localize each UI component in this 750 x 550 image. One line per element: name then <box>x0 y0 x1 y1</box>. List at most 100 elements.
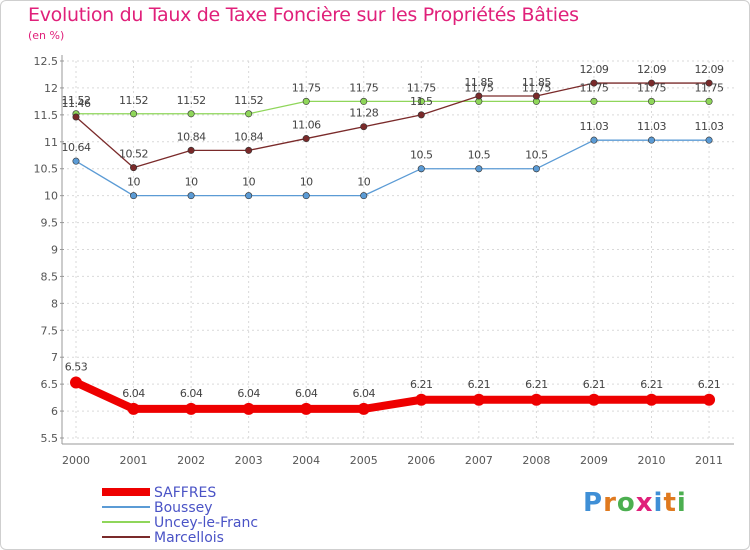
legend-label: SAFFRES <box>154 485 216 501</box>
y-tick-label: 6 <box>51 405 58 418</box>
x-tick-label: 2011 <box>695 454 723 467</box>
data-point <box>130 192 138 200</box>
data-label: 6.21 <box>525 378 548 391</box>
data-label: 11.75 <box>522 81 551 94</box>
data-label: 10 <box>185 176 198 189</box>
data-point <box>415 393 428 406</box>
data-point <box>187 146 195 154</box>
data-label: 6.21 <box>583 378 606 391</box>
y-tick-label: 12.5 <box>34 55 59 68</box>
data-label: 11.75 <box>292 81 321 94</box>
logo-letter: o <box>616 488 636 518</box>
x-tick-label: 2010 <box>638 454 666 467</box>
legend-label: Boussey <box>154 500 213 516</box>
data-point <box>302 192 310 200</box>
y-tick-label: 12 <box>44 82 58 95</box>
data-label: 11.52 <box>62 94 91 107</box>
data-point <box>705 79 713 87</box>
data-point <box>475 165 483 173</box>
data-label: 12.09 <box>695 63 724 76</box>
data-point <box>302 135 310 143</box>
data-label: 11.75 <box>637 81 666 94</box>
data-label: 6.04 <box>122 387 145 400</box>
data-label: 10.5 <box>410 149 433 162</box>
data-point <box>360 192 368 200</box>
data-label: 6.04 <box>180 387 203 400</box>
data-point <box>242 402 255 415</box>
data-point <box>360 123 368 131</box>
series-line-saffres <box>74 378 710 413</box>
logo-letter: P <box>583 488 604 518</box>
logo-letter: r <box>603 488 617 518</box>
data-label: 11.75 <box>349 81 378 94</box>
x-tick-label: 2009 <box>580 454 608 467</box>
data-label: 6.21 <box>410 378 433 391</box>
logo-letter: x <box>635 488 654 518</box>
data-label: 10 <box>357 176 370 189</box>
data-point <box>360 97 368 105</box>
data-label: 11.75 <box>407 81 436 94</box>
x-tick-label: 2001 <box>120 454 148 467</box>
data-label: 6.21 <box>640 378 663 391</box>
data-point <box>590 79 598 87</box>
data-point <box>245 192 253 200</box>
logo-letter: i <box>676 488 687 518</box>
x-tick-label: 2003 <box>235 454 263 467</box>
data-label: 11.75 <box>579 81 608 94</box>
data-label: 6.53 <box>65 361 88 374</box>
legend-label: Uncey-le-Franc <box>154 515 258 531</box>
data-point <box>475 92 483 100</box>
y-tick-label: 11 <box>44 136 58 149</box>
y-tick-label: 10.5 <box>34 163 59 176</box>
data-label: 11.28 <box>349 107 378 120</box>
y-axis-unit: (en %) <box>28 29 65 42</box>
data-point <box>130 110 138 118</box>
proxiti-logo: Proxiti <box>583 488 687 518</box>
data-label: 11.75 <box>695 81 724 94</box>
data-label: 6.04 <box>295 387 318 400</box>
y-tick-label: 6.5 <box>41 378 59 391</box>
data-label: 10.84 <box>234 130 263 143</box>
data-label: 11.03 <box>579 120 608 133</box>
data-point <box>472 393 485 406</box>
data-label: 10 <box>300 176 313 189</box>
data-label: 10 <box>127 176 140 189</box>
data-label: 6.21 <box>468 378 491 391</box>
data-label: 11.06 <box>292 119 321 132</box>
data-label: 6.21 <box>698 378 721 391</box>
data-point <box>705 97 713 105</box>
series-line-uncey-le-franc <box>76 100 710 115</box>
data-point <box>417 97 425 105</box>
data-point <box>70 376 82 389</box>
series-line-marcellois <box>75 82 710 169</box>
data-point <box>245 110 253 118</box>
logo-letter: t <box>663 488 677 518</box>
legend-label: Marcellois <box>154 530 224 546</box>
x-tick-label: 2006 <box>407 454 435 467</box>
y-tick-label: 8.5 <box>41 270 59 283</box>
data-point <box>187 192 195 200</box>
data-point <box>532 165 540 173</box>
data-point <box>72 157 80 165</box>
x-tick-label: 2005 <box>350 454 378 467</box>
y-tick-label: 5.5 <box>41 432 59 445</box>
data-point <box>417 111 425 119</box>
data-label: 12.09 <box>579 63 608 76</box>
data-point <box>127 402 140 415</box>
data-label: 10.64 <box>62 141 91 154</box>
data-point <box>130 164 138 172</box>
data-label: 12.09 <box>637 63 666 76</box>
y-tick-label: 7.5 <box>41 324 59 337</box>
data-label: 11.52 <box>119 94 148 107</box>
data-label: 11.03 <box>637 120 666 133</box>
series-line-boussey <box>75 139 710 197</box>
data-point <box>647 79 655 87</box>
data-label: 11.52 <box>177 94 206 107</box>
data-point <box>245 146 253 154</box>
data-label: 11.03 <box>695 120 724 133</box>
logo-letter: i <box>653 488 664 518</box>
data-label: 6.04 <box>353 387 376 400</box>
x-tick-label: 2008 <box>522 454 550 467</box>
data-label: 11.52 <box>234 94 263 107</box>
